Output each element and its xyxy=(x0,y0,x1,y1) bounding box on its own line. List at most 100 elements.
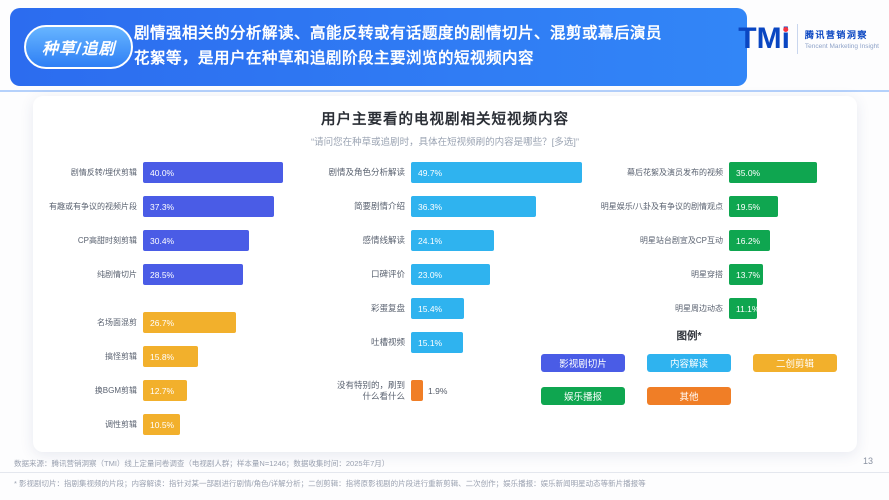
chart-column-clips: 剧情反转/埋伏剪辑 40.0% 有趣或有争议的视频片段 37.3% CP高甜时刻剪辑 30… xyxy=(45,162,285,448)
chart-column-entertainment: 幕后花絮及演员发布的视频 35.0% 明星娱乐/八卦及有争议的剧情观点 19.5% 明星… xyxy=(585,162,843,448)
bar-value: 15.1% xyxy=(418,337,443,348)
bar-value: 16.2% xyxy=(736,235,761,246)
bar: 16.2% xyxy=(729,230,770,251)
bar-row: 彩蛋复盘 15.4% xyxy=(285,298,585,319)
bar: 49.7% xyxy=(411,162,583,183)
bar-value: 36.3% xyxy=(418,201,443,212)
data-source-note: 数据来源：腾讯营销洞察（TMI）线上定量问卷调查（电视剧人群；样本量N=1246… xyxy=(14,459,390,468)
bar-track: 40.0% xyxy=(143,162,285,183)
header-summary-line2: 花絮等，是用户在种草和追剧阶段主要浏览的短视频内容 xyxy=(134,50,535,67)
tmi-logo-tm: TM xyxy=(738,22,782,55)
bar-track: 15.8% xyxy=(143,346,285,367)
bar-label: 剧情反转/埋伏剪辑 xyxy=(70,167,137,177)
bar-label: 有趣或有争议的视频片段 xyxy=(49,201,137,211)
bar-chart: 剧情反转/埋伏剪辑 40.0% 有趣或有争议的视频片段 37.3% CP高甜时刻剪辑 30… xyxy=(45,162,845,448)
bar-track: 19.5% xyxy=(729,196,843,217)
tmi-logo-i: i xyxy=(781,22,790,55)
bar-track: 37.3% xyxy=(143,196,285,217)
bar-value: 15.8% xyxy=(150,351,175,362)
bar-row: 有趣或有争议的视频片段 37.3% xyxy=(45,196,285,217)
bar-track: 49.7% xyxy=(411,162,585,183)
bar-label: 名场面混剪 xyxy=(97,317,137,327)
legend-chip: 影视剧切片 xyxy=(541,354,625,372)
bar-value: 10.5% xyxy=(150,419,175,430)
bar: 10.5% xyxy=(143,414,180,435)
bar-track: 15.1% xyxy=(411,332,585,353)
bar-track: 23.0% xyxy=(411,264,585,285)
bar-row: 感情线解读 24.1% xyxy=(285,230,585,251)
bar-row: 口碑评价 23.0% xyxy=(285,264,585,285)
bar-label: 吐槽视频 xyxy=(370,337,405,348)
bar-row: 简要剧情介绍 36.3% xyxy=(285,196,585,217)
bar-value: 13.7% xyxy=(736,269,761,280)
bar: 30.4% xyxy=(143,230,250,251)
bar: 15.4% xyxy=(411,298,465,319)
legend-chip: 内容解读 xyxy=(647,354,731,372)
bar-row: 吐槽视频 15.1% xyxy=(285,332,585,353)
bar-label: 幕后花絮及演员发布的视频 xyxy=(627,167,723,177)
header-banner: 种草/追剧 剧情强相关的分析解读、高能反转或有话题度的剧情切片、混剪或幕后演员 … xyxy=(10,8,747,86)
bar-label: CP高甜时刻剪辑 xyxy=(77,235,137,245)
bar-row: 明星周边动态 11.1% xyxy=(585,298,843,319)
bar-track: 15.4% xyxy=(411,298,585,319)
bar-label: 搞怪剪辑 xyxy=(105,351,137,361)
bar-track: 35.0% xyxy=(729,162,843,183)
stage-badge: 种草/追剧 xyxy=(24,25,134,69)
bar-value: 23.0% xyxy=(418,269,443,280)
legend-items: 影视剧切片 内容解读 二创剪辑娱乐播报 其他 xyxy=(541,354,837,405)
legend-chip: 娱乐播报 xyxy=(541,387,625,405)
bar-track: 36.3% xyxy=(411,196,585,217)
bar-label: 明星周边动态 xyxy=(675,303,723,313)
bar: 26.7% xyxy=(143,312,237,333)
bar-row: 没有特别的，刷到 什么看什么 1.9% xyxy=(285,380,585,401)
bar-row: 剧情及角色分析解读 49.7% xyxy=(285,162,585,183)
bar-label: 纯剧情切片 xyxy=(97,269,137,279)
tmi-logo-wordmark: TM i xyxy=(738,24,790,54)
bar: 28.5% xyxy=(143,264,243,285)
chart-subtitle: “请问您在种草或追剧时，具体在短视频刷的内容是哪些？[多选]” xyxy=(310,137,580,148)
bar: 35.0% xyxy=(729,162,817,183)
bar-value: 11.1% xyxy=(736,303,760,314)
chart-title: 用户主要看的电视剧相关短视频内容 xyxy=(321,112,569,128)
bar: 13.7% xyxy=(729,264,764,285)
bar-value: 40.0% xyxy=(150,167,175,178)
bar-track: 12.7% xyxy=(143,380,285,401)
bar-value: 26.7% xyxy=(150,317,175,328)
bar: 11.1% xyxy=(729,298,760,319)
bar-row: 换BGM剪辑 12.7% xyxy=(45,380,285,401)
bar-track: 13.7% xyxy=(729,264,843,285)
legend-chip: 二创剪辑 xyxy=(753,354,837,372)
bar-row: 名场面混剪 26.7% xyxy=(45,312,285,333)
definitions-footnote: * 影视剧切片：指剧集视频的片段；内容解读：指针对某一部剧进行剧情/角色/详解分… xyxy=(14,479,646,488)
bar-track: 10.5% xyxy=(143,414,285,435)
bar: 15.8% xyxy=(143,346,199,367)
bar-label: 彩蛋复盘 xyxy=(370,303,405,314)
bar-track: 30.4% xyxy=(143,230,285,251)
chart-column-interpretation: 剧情及角色分析解读 49.7% 简要剧情介绍 36.3% 感情线解读 24.1% 口碑评价 2… xyxy=(285,162,585,448)
legend-chip: 其他 xyxy=(647,387,731,405)
bar-row: 明星穿搭 13.7% xyxy=(585,264,843,285)
bar-value: 1.9% xyxy=(428,385,448,396)
tmi-logo: TM i 腾讯营销洞察 Tencent Marketing Insight xyxy=(738,24,879,54)
bar-track: 16.2% xyxy=(729,230,843,251)
bar-value: 49.7% xyxy=(418,167,443,178)
bar-label: 简要剧情介绍 xyxy=(353,201,405,212)
bar-label: 明星穿搭 xyxy=(691,269,723,279)
bar-track: 11.1% xyxy=(729,298,843,319)
bar-row: 明星娱乐/八卦及有争议的剧情观点 19.5% xyxy=(585,196,843,217)
bar-value: 28.5% xyxy=(150,269,175,280)
bar-row: 剧情反转/埋伏剪辑 40.0% xyxy=(45,162,285,183)
bar: 40.0% xyxy=(143,162,283,183)
tmi-logo-cn: 腾讯营销洞察 xyxy=(804,30,868,40)
bar: 15.1% xyxy=(411,332,464,353)
page-number: 13 xyxy=(862,456,873,466)
bar-row: 调性剪辑 10.5% xyxy=(45,414,285,435)
logo-divider xyxy=(796,24,798,54)
bar-label: 换BGM剪辑 xyxy=(94,385,137,395)
chart-legend: 图例* 影视剧切片 内容解读 二创剪辑 娱乐播报 其他 xyxy=(541,328,837,405)
bar-row: 搞怪剪辑 15.8% xyxy=(45,346,285,367)
bar-label: 明星娱乐/八卦及有争议的剧情观点 xyxy=(600,201,723,211)
header-summary: 剧情强相关的分析解读、高能反转或有话题度的剧情切片、混剪或幕后演员 花絮等，是用… xyxy=(134,22,662,72)
bar: 37.3% xyxy=(143,196,274,217)
bar-value: 30.4% xyxy=(150,235,175,246)
